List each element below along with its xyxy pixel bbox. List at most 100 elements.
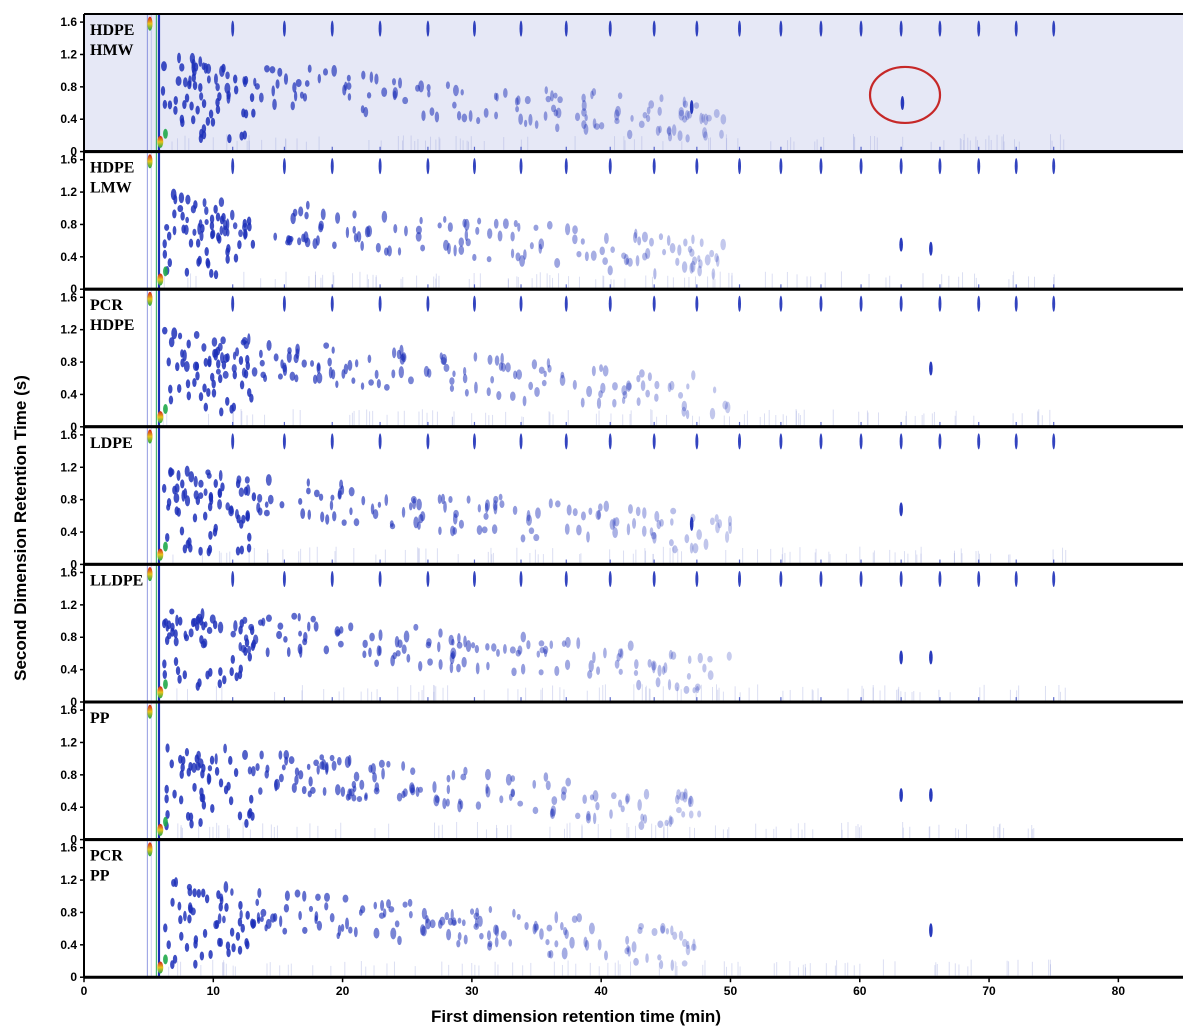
data-blob xyxy=(386,760,391,768)
data-blob xyxy=(598,390,603,399)
data-blob xyxy=(464,229,469,242)
data-blob xyxy=(624,947,630,955)
data-blob xyxy=(502,218,509,230)
data-blob-dense xyxy=(244,937,249,947)
data-blob xyxy=(201,62,206,71)
data-blob xyxy=(465,640,472,653)
data-blob xyxy=(273,232,278,241)
data-blob xyxy=(426,83,431,92)
hot-spot xyxy=(157,961,164,974)
data-blob xyxy=(536,650,541,658)
data-blob xyxy=(392,347,397,359)
data-blob xyxy=(287,347,292,354)
data-blob-dense xyxy=(191,73,196,83)
data-blob xyxy=(485,786,491,798)
data-blob xyxy=(666,235,671,246)
data-blob xyxy=(622,390,628,399)
data-blob xyxy=(265,474,272,486)
data-blob xyxy=(453,84,459,97)
data-blob xyxy=(576,250,582,258)
data-blob xyxy=(310,615,316,623)
data-blob xyxy=(378,645,382,656)
data-blob xyxy=(402,788,408,797)
data-blob xyxy=(294,889,301,898)
data-blob xyxy=(545,95,552,103)
data-blob-dense xyxy=(240,923,245,933)
data-blob xyxy=(491,643,497,652)
data-blob xyxy=(463,766,468,776)
data-blob xyxy=(678,109,685,121)
data-blob xyxy=(499,500,505,508)
data-blob-dense xyxy=(250,641,256,651)
data-blob xyxy=(389,520,394,527)
hot-spot xyxy=(157,548,164,561)
data-blob xyxy=(215,83,220,92)
data-blob xyxy=(192,228,197,236)
data-blob xyxy=(534,923,540,931)
data-blob xyxy=(520,663,526,675)
data-blob xyxy=(185,216,189,224)
data-blob xyxy=(687,655,692,664)
data-blob xyxy=(669,380,675,391)
data-blob-dense xyxy=(201,888,206,898)
data-blob xyxy=(461,656,467,668)
data-blob xyxy=(168,337,175,348)
data-blob xyxy=(450,908,454,921)
sample-label: HMW xyxy=(90,42,134,59)
data-blob xyxy=(204,206,209,216)
data-blob xyxy=(193,330,200,339)
data-blob xyxy=(429,107,435,116)
data-blob xyxy=(640,380,646,392)
data-blob xyxy=(353,771,360,782)
data-blob xyxy=(684,110,690,121)
data-blob xyxy=(561,786,567,795)
data-blob xyxy=(264,770,269,779)
data-blob xyxy=(714,514,719,523)
homolog-peak xyxy=(695,295,699,312)
data-blob-dense xyxy=(198,546,203,556)
hot-spot xyxy=(147,429,153,444)
data-blob-dense xyxy=(217,679,222,689)
data-blob-dense xyxy=(208,949,213,959)
data-blob-dense xyxy=(211,388,217,398)
homolog-peak xyxy=(472,433,476,450)
data-blob-dense xyxy=(208,493,214,503)
data-blob xyxy=(360,382,365,390)
data-blob xyxy=(602,257,608,266)
data-blob xyxy=(658,125,662,134)
data-blob xyxy=(549,640,554,650)
data-blob xyxy=(477,915,483,927)
data-blob xyxy=(259,750,264,760)
data-blob xyxy=(635,506,641,517)
data-blob-dense xyxy=(213,478,218,488)
data-blob-dense xyxy=(213,351,218,361)
data-blob xyxy=(204,219,209,226)
data-blob xyxy=(438,526,442,536)
data-blob xyxy=(295,78,302,88)
data-blob xyxy=(295,348,300,359)
data-blob xyxy=(427,658,433,666)
data-blob xyxy=(642,814,648,824)
data-blob xyxy=(457,917,462,924)
data-blob xyxy=(701,113,705,124)
data-blob-dense xyxy=(180,211,185,221)
data-blob-dense xyxy=(166,357,171,367)
data-blob xyxy=(555,107,562,119)
data-blob-dense xyxy=(203,511,208,521)
data-blob xyxy=(390,927,397,940)
homolog-peak xyxy=(779,570,783,587)
data-blob-dense xyxy=(162,670,167,680)
homolog-peak xyxy=(652,20,656,37)
data-blob-dense xyxy=(167,258,173,268)
data-blob-dense xyxy=(195,238,201,248)
data-blob xyxy=(641,231,648,243)
homolog-peak xyxy=(859,570,863,587)
data-blob xyxy=(421,907,427,920)
data-blob xyxy=(591,365,596,377)
data-blob xyxy=(297,237,302,246)
data-blob xyxy=(238,487,245,498)
data-blob-dense xyxy=(162,249,168,259)
data-blob xyxy=(456,939,461,948)
data-blob-dense xyxy=(239,380,245,390)
data-blob xyxy=(273,353,279,362)
